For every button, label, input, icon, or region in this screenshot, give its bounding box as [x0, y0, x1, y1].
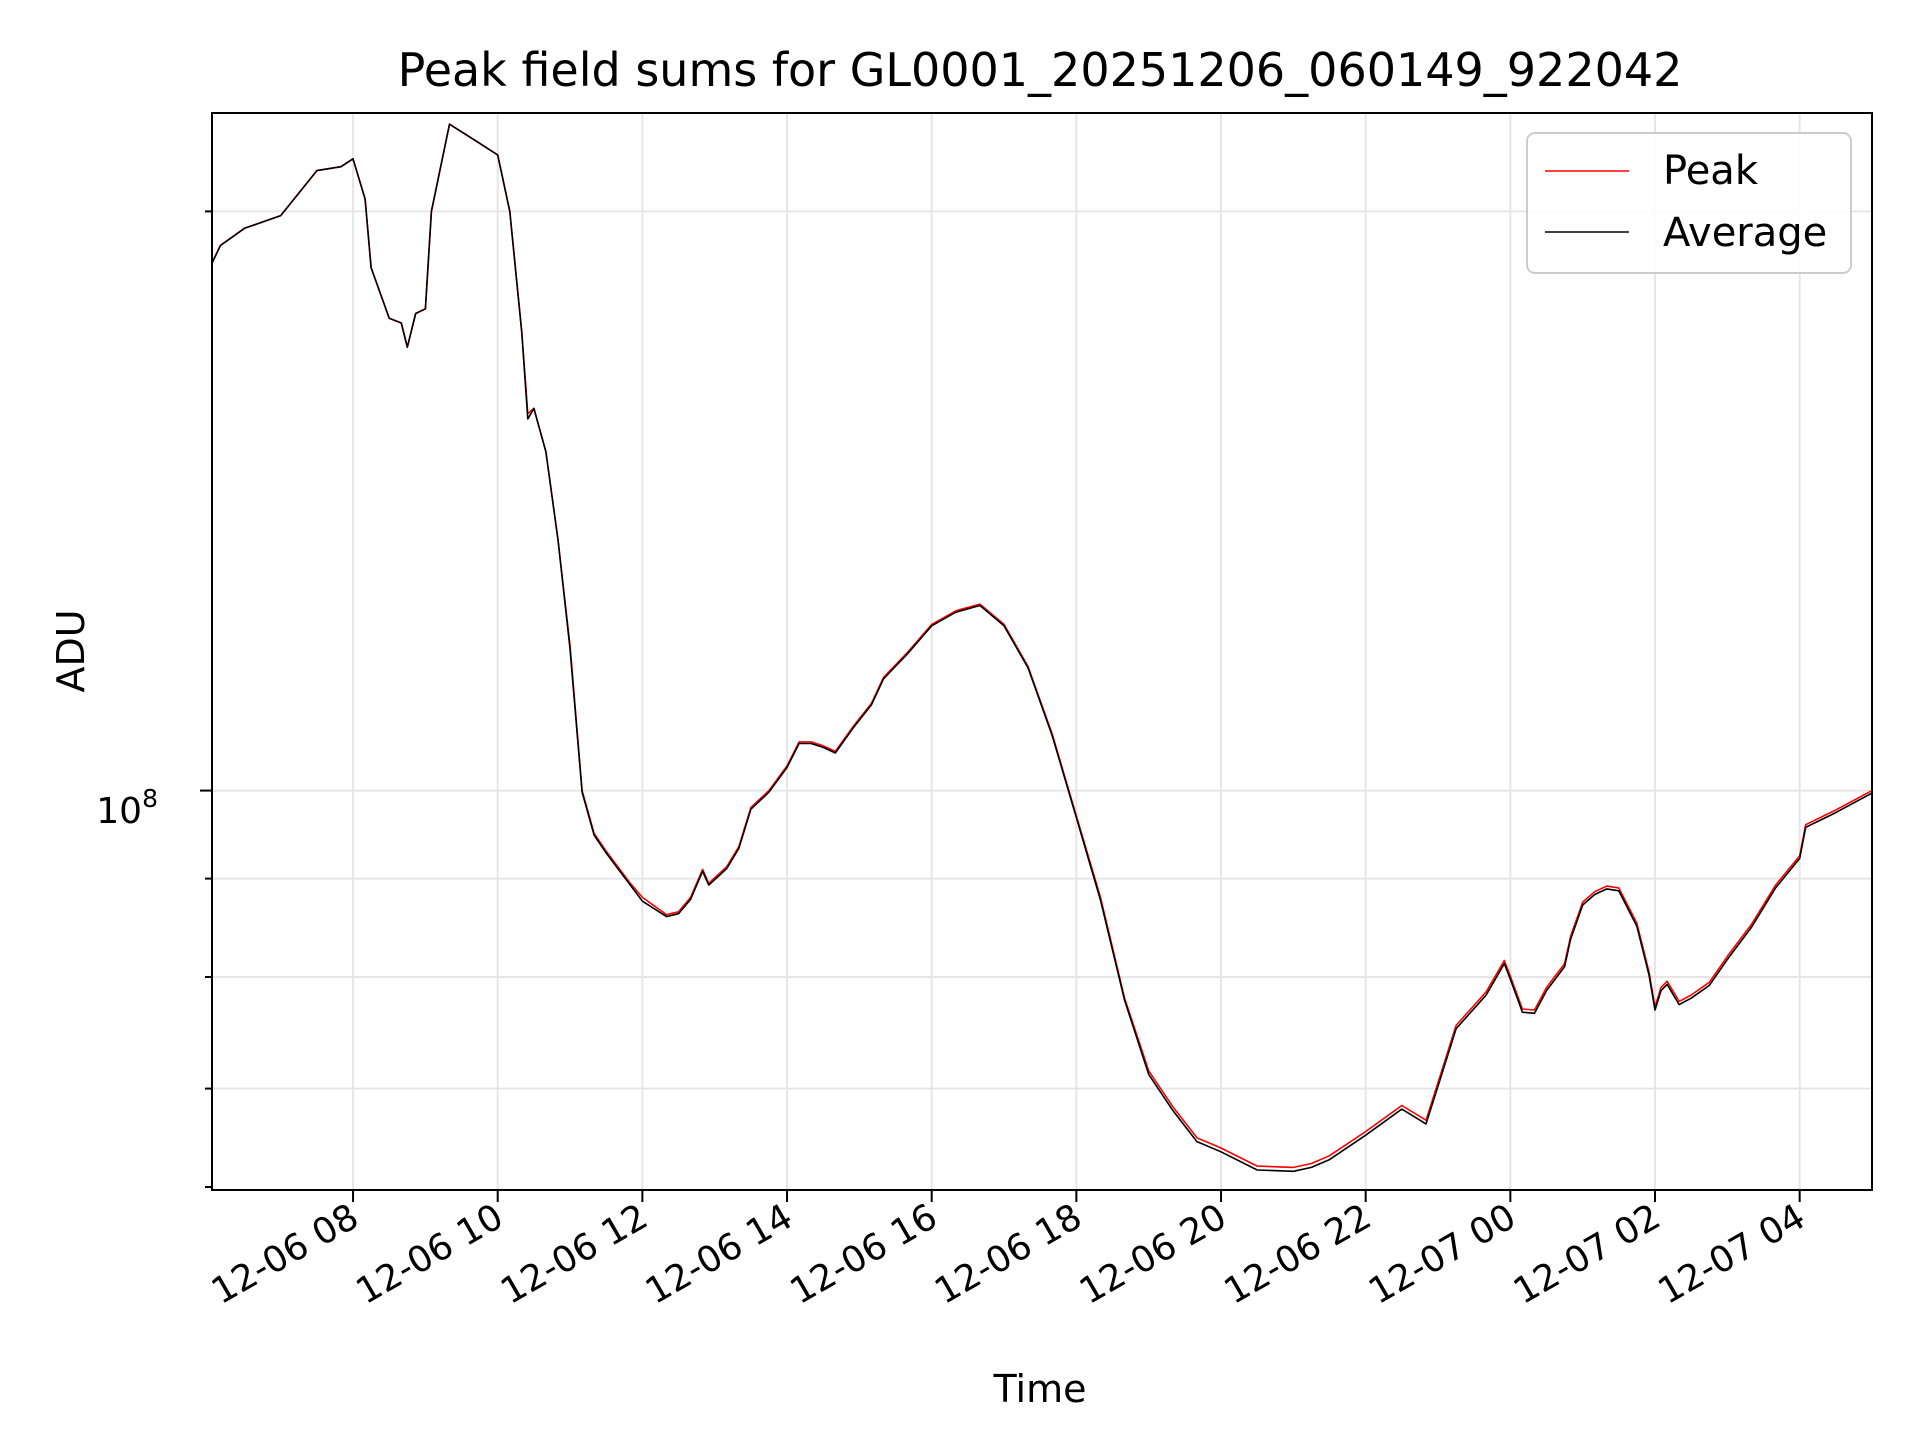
plot-frame	[211, 112, 1873, 1191]
y-axis-ticks	[200, 210, 212, 1188]
legend-box	[1526, 132, 1852, 274]
legend-label-average: Average	[1663, 210, 1827, 256]
y-tick-base: 10	[96, 791, 142, 832]
y-tick-label-1e8: 108	[96, 784, 158, 832]
series-line-average	[211, 123, 1873, 1173]
x-axis-label: Time	[993, 1367, 1087, 1411]
series-lines	[211, 123, 1873, 1173]
y-tick-exponent: 8	[142, 784, 158, 813]
legend-label-peak: Peak	[1663, 148, 1759, 194]
grid-lines	[212, 113, 1872, 1190]
chart-title: Peak field sums for GL0001_20251206_0601…	[398, 43, 1683, 97]
legend: Peak Average	[1526, 132, 1852, 274]
y-axis-label: ADU	[49, 609, 93, 692]
